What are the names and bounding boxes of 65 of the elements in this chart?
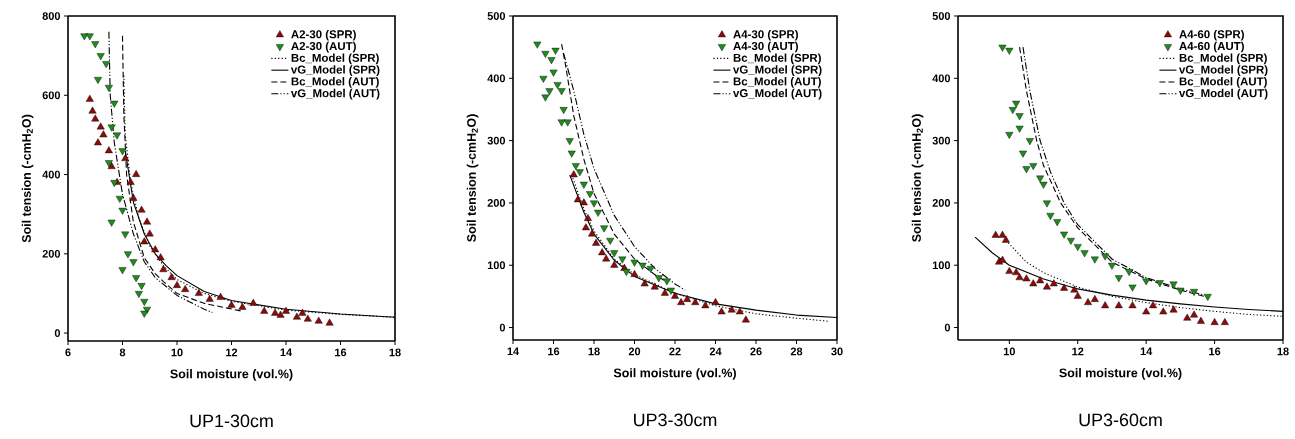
x-tick-label: 8 — [119, 348, 126, 357]
y-tick-label: 300 — [487, 136, 506, 145]
legend-label: vG_Model (AUT) — [1179, 88, 1268, 100]
legend-label: Bc_Model (AUT) — [291, 77, 379, 88]
legend-label: Bc_Model (AUT) — [1179, 77, 1267, 88]
x-tick-label: 20 — [628, 347, 641, 356]
legend-label: vG_Model (SPR) — [1179, 65, 1268, 76]
legend-label: Bc_Model (AUT) — [733, 77, 821, 88]
text: UP3-60cm — [1079, 413, 1162, 427]
x-tick-label: 28 — [790, 347, 803, 356]
x-tick-label: 22 — [669, 347, 681, 356]
y-axis-title: Soil tension (-cmH$_{2}$O) — [21, 114, 34, 243]
legend-label: Bc_Model (SPR) — [1179, 53, 1267, 65]
x-tick-label: 16 — [335, 348, 347, 357]
x-tick-label: 10 — [171, 348, 183, 357]
x-tick-label: 16 — [1209, 347, 1221, 356]
y-tick-label: 400 — [932, 74, 951, 83]
legend-label: A4-60 (AUT) — [1179, 41, 1244, 53]
legend-label: vG_Model (SPR) — [290, 65, 380, 76]
x-tick-label: 14 — [1140, 347, 1153, 356]
legend-label: vG_Model (AUT) — [290, 88, 380, 100]
legend-label: Bc_Model (SPR) — [733, 53, 821, 65]
y-tick-label: 600 — [42, 91, 61, 100]
x-tick-label: 14 — [280, 348, 293, 357]
x-tick-label: 12 — [226, 348, 238, 357]
legend-label: Bc_Model (SPR) — [291, 53, 379, 65]
x-tick-label: 16 — [548, 347, 560, 356]
y-axis-title: Soil tension (-cmH$_{2}$O) — [911, 114, 924, 242]
y-tick-label: 200 — [487, 199, 506, 207]
text: UP1-30cm — [190, 414, 273, 428]
x-tick-label: 30 — [831, 347, 843, 356]
x-tick-label: 18 — [1277, 347, 1289, 356]
legend-label: A4-30 (AUT) — [733, 41, 798, 53]
y-tick-label: 100 — [487, 261, 506, 270]
x-tick-label: 18 — [588, 347, 600, 356]
y-tick-label: 500 — [487, 12, 506, 20]
x-tick-label: 6 — [65, 348, 71, 357]
y-tick-label: 500 — [932, 12, 951, 20]
legend-label: vG_Model (AUT) — [733, 88, 822, 100]
x-tick-label: 26 — [750, 347, 762, 356]
y-tick-label: 0 — [499, 323, 506, 332]
legend-label: vG_Model (SPR) — [733, 65, 822, 76]
x-tick-label: 24 — [709, 347, 722, 356]
y-tick-label: 400 — [42, 170, 61, 179]
legend-label: A2-30 (SPR) — [291, 29, 356, 41]
y-tick-label: 800 — [42, 12, 61, 20]
x-tick-label: 18 — [389, 348, 401, 357]
y-tick-label: 100 — [932, 261, 951, 270]
text: UP3-30cm — [634, 413, 717, 427]
y-tick-label: 200 — [932, 199, 951, 207]
y-axis-title: Soil tension (-cmH$_{2}$O) — [466, 114, 479, 242]
y-tick-label: 0 — [944, 323, 951, 332]
legend-label: A4-60 (SPR) — [1179, 29, 1244, 41]
legend-label: A4-30 (SPR) — [733, 29, 798, 41]
y-tick-label: 200 — [42, 249, 61, 258]
y-tick-label: 300 — [932, 136, 951, 145]
y-tick-label: 0 — [54, 329, 61, 337]
legend-label: A2-30 (AUT) — [291, 41, 356, 53]
x-axis-title: Soil moisture (vol.%) — [1059, 368, 1182, 380]
x-tick-label: 10 — [1003, 347, 1015, 356]
y-tick-label: 400 — [487, 74, 506, 83]
x-tick-label: 12 — [1072, 347, 1084, 356]
x-tick-label: 14 — [507, 347, 520, 356]
x-axis-title: Soil moisture (vol.%) — [170, 369, 293, 381]
x-axis-title: Soil moisture (vol.%) — [613, 368, 736, 380]
